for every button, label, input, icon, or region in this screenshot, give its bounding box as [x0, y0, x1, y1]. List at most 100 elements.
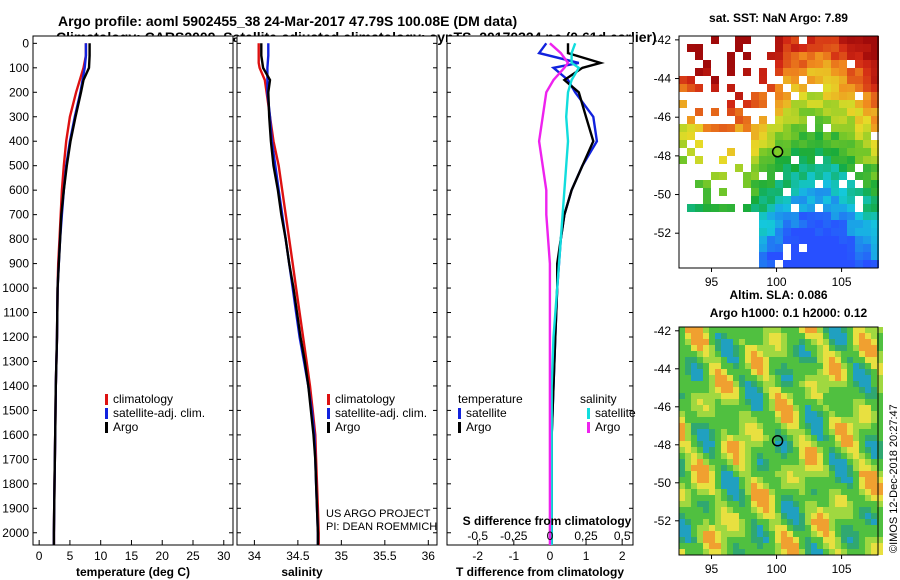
- map-cell: [839, 172, 847, 180]
- map-cell: [709, 423, 715, 429]
- map-cell: [703, 393, 709, 399]
- map-cell: [865, 513, 871, 519]
- map-cell: [739, 519, 745, 525]
- map-cell: [733, 537, 739, 543]
- map-cell: [775, 453, 781, 459]
- map-cell: [763, 369, 769, 375]
- map-cell: [703, 483, 709, 489]
- map-cell: [733, 429, 739, 435]
- map-cell: [759, 124, 767, 132]
- map-cell: [759, 236, 767, 244]
- map-cell: [685, 465, 691, 471]
- map-cell: [733, 459, 739, 465]
- map-cell: [763, 519, 769, 525]
- map-cell: [783, 148, 791, 156]
- map-cell: [877, 489, 883, 495]
- map-cell: [817, 441, 823, 447]
- map-cell: [709, 447, 715, 453]
- map-cell: [847, 156, 855, 164]
- map-cell: [787, 435, 793, 441]
- map-cell: [817, 429, 823, 435]
- map-cell: [703, 124, 711, 132]
- map-cell: [735, 124, 743, 132]
- map-cell: [799, 399, 805, 405]
- map-cell: [759, 116, 767, 124]
- map-cell: [727, 501, 733, 507]
- map-cell: [853, 549, 859, 555]
- map-cell: [745, 405, 751, 411]
- map-cell: [691, 465, 697, 471]
- map-cell: [815, 212, 823, 220]
- map-cell: [831, 228, 839, 236]
- map-cell: [805, 381, 811, 387]
- map-cell: [853, 411, 859, 417]
- map-cell: [703, 495, 709, 501]
- map-cell: [871, 196, 879, 204]
- map-cell: [757, 393, 763, 399]
- map-cell: [807, 36, 815, 44]
- map-cell: [715, 351, 721, 357]
- map-cell: [691, 501, 697, 507]
- map-cell: [847, 447, 853, 453]
- map-cell: [871, 164, 879, 172]
- map-cell: [769, 399, 775, 405]
- map-cell: [823, 260, 831, 268]
- map-cell: [853, 387, 859, 393]
- map-cell: [695, 124, 703, 132]
- map-cell: [679, 453, 685, 459]
- map-cell: [775, 465, 781, 471]
- depth-tick-label: 500: [9, 159, 29, 173]
- map-cell: [685, 507, 691, 513]
- depth-tick-label: 600: [9, 183, 29, 197]
- map-cell: [877, 357, 883, 363]
- map-cell: [829, 399, 835, 405]
- map-cell: [775, 236, 783, 244]
- map-cell: [759, 180, 767, 188]
- map-cell: [721, 447, 727, 453]
- map-cell: [709, 357, 715, 363]
- depth-tick-label: 1400: [2, 379, 29, 393]
- map-cell: [871, 393, 877, 399]
- map-cell: [871, 543, 877, 549]
- map-cell: [769, 519, 775, 525]
- series-line-argo: [260, 43, 320, 545]
- map-cell: [847, 537, 853, 543]
- map-cell: [769, 369, 775, 375]
- map-cell: [807, 212, 815, 220]
- map-cell: [775, 387, 781, 393]
- map-cell: [781, 507, 787, 513]
- map-cell: [865, 471, 871, 477]
- map-cell: [709, 327, 715, 333]
- map-cell: [751, 429, 757, 435]
- map-cell: [831, 252, 839, 260]
- map-cell: [823, 549, 829, 555]
- map-cell: [759, 220, 767, 228]
- map-cell: [831, 76, 839, 84]
- map-cell: [709, 543, 715, 549]
- map-cell: [733, 501, 739, 507]
- map-cell: [805, 345, 811, 351]
- map-cell: [703, 188, 711, 196]
- map-cell: [733, 423, 739, 429]
- map-cell: [743, 180, 751, 188]
- map-cell: [739, 507, 745, 513]
- map-cell: [745, 507, 751, 513]
- map-cell: [733, 507, 739, 513]
- map-cell: [763, 351, 769, 357]
- x-tick-label: 2: [619, 549, 626, 563]
- map-cell: [847, 164, 855, 172]
- map-cell: [709, 441, 715, 447]
- map-cell: [715, 525, 721, 531]
- map-cell: [805, 375, 811, 381]
- map-cell: [855, 156, 863, 164]
- map-cell: [835, 531, 841, 537]
- map-cell: [863, 68, 871, 76]
- map-cell: [759, 212, 767, 220]
- map-cell: [815, 164, 823, 172]
- map-cell: [733, 417, 739, 423]
- map-cell: [877, 351, 883, 357]
- map-cell: [703, 543, 709, 549]
- map-cell: [703, 453, 709, 459]
- map-cell: [839, 212, 847, 220]
- depth-tick-label: 200: [9, 85, 29, 99]
